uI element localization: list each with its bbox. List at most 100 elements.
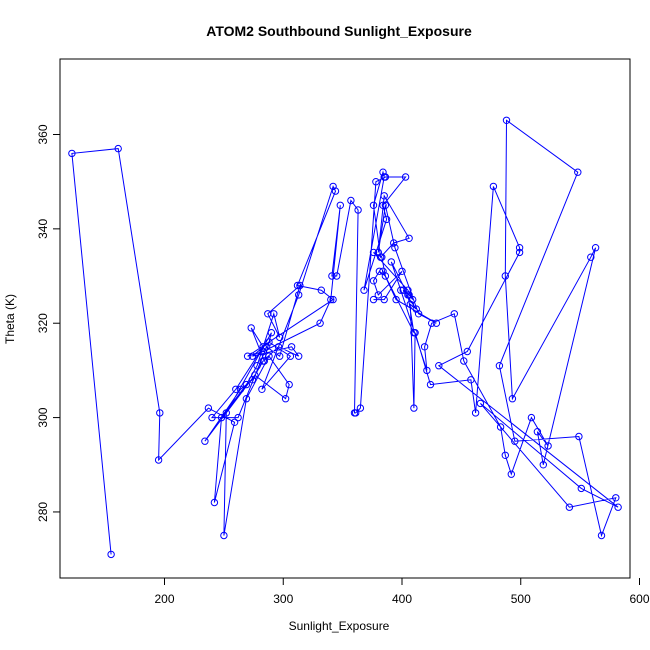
x-axis-label: Sunlight_Exposure (289, 619, 390, 633)
data-point (380, 295, 388, 304)
data-point (210, 498, 219, 507)
data-point (495, 362, 504, 370)
data-point (217, 413, 226, 422)
data-point (242, 395, 251, 403)
data-point (248, 376, 257, 384)
data-point (267, 329, 276, 337)
data-point (331, 187, 340, 195)
data-point (426, 380, 435, 389)
data-point (391, 244, 399, 252)
data-point (352, 409, 360, 417)
data-point (259, 357, 267, 365)
data-point (405, 234, 413, 243)
data-point (317, 286, 325, 294)
data-point (354, 206, 362, 214)
data-point (336, 201, 344, 210)
data-point (286, 352, 295, 360)
data-point (329, 295, 337, 304)
data-point (295, 352, 303, 360)
y-tick-label: 360 (36, 124, 50, 144)
y-ticks: 280 300 320 340 360 (36, 124, 60, 522)
data-point (259, 347, 267, 356)
data-point (114, 144, 122, 153)
data-point (296, 281, 304, 290)
data-point (507, 470, 515, 478)
data-point (539, 461, 547, 469)
data-point (374, 248, 382, 257)
data-point (316, 319, 324, 327)
data-point (204, 404, 213, 412)
data-point (614, 503, 622, 511)
data-point (420, 343, 429, 351)
data-point (544, 442, 552, 450)
data-point (287, 343, 296, 351)
data-point (450, 310, 458, 318)
data-point (293, 281, 302, 290)
data-point (435, 362, 443, 370)
data-point (398, 267, 406, 275)
data-point (401, 173, 410, 181)
y-tick-label: 280 (36, 502, 50, 522)
data-point (259, 343, 267, 351)
data-point (264, 310, 272, 318)
data-point (411, 329, 419, 337)
x-tick-label: 300 (273, 592, 293, 606)
data-point (328, 272, 336, 280)
data-point (399, 286, 407, 294)
data-point (222, 409, 231, 417)
data-point (467, 376, 475, 384)
data-point (501, 272, 509, 280)
data-point (515, 244, 524, 252)
data-point (369, 248, 378, 257)
data-point (360, 286, 368, 294)
data-point (410, 404, 418, 412)
data-point (390, 239, 398, 247)
data-point (392, 295, 400, 304)
data-point (575, 432, 583, 441)
data-point (220, 531, 228, 540)
data-point (107, 550, 115, 559)
data-point (432, 319, 441, 327)
data-point (387, 258, 395, 266)
data-point (489, 182, 498, 191)
data-point (428, 319, 436, 327)
data-point (423, 366, 431, 375)
data-point (248, 352, 257, 360)
data-point (265, 352, 273, 360)
data-point (612, 494, 620, 502)
data-point (236, 385, 245, 393)
series-line (71, 119, 619, 555)
data-point (511, 437, 519, 445)
data-point (374, 291, 382, 299)
data-point (501, 451, 509, 459)
data-point (409, 295, 417, 304)
data-point (154, 456, 163, 464)
data-point (382, 215, 391, 224)
data-point (347, 196, 355, 205)
data-point (208, 413, 216, 422)
chart-title: ATOM2 Southbound Sunlight_Exposure (206, 23, 472, 39)
data-point (378, 253, 386, 261)
data-point (381, 201, 390, 210)
data-point (369, 277, 378, 285)
data-point (274, 343, 283, 351)
data-point (471, 409, 480, 417)
data-point (247, 324, 255, 332)
data-point (372, 178, 380, 186)
x-ticks: 200 300 400 500 600 (154, 578, 650, 606)
data-point (476, 399, 485, 408)
data-point (356, 404, 365, 412)
data-point (234, 413, 242, 422)
data-point (414, 310, 423, 318)
data-point (412, 305, 420, 313)
data-point (242, 380, 251, 389)
data-point (265, 338, 273, 346)
data-series (68, 116, 622, 559)
data-point (527, 413, 536, 422)
data-point (515, 248, 524, 257)
x-tick-label: 200 (154, 592, 174, 606)
data-point (281, 395, 290, 403)
data-point (379, 168, 387, 176)
data-point (380, 192, 388, 200)
